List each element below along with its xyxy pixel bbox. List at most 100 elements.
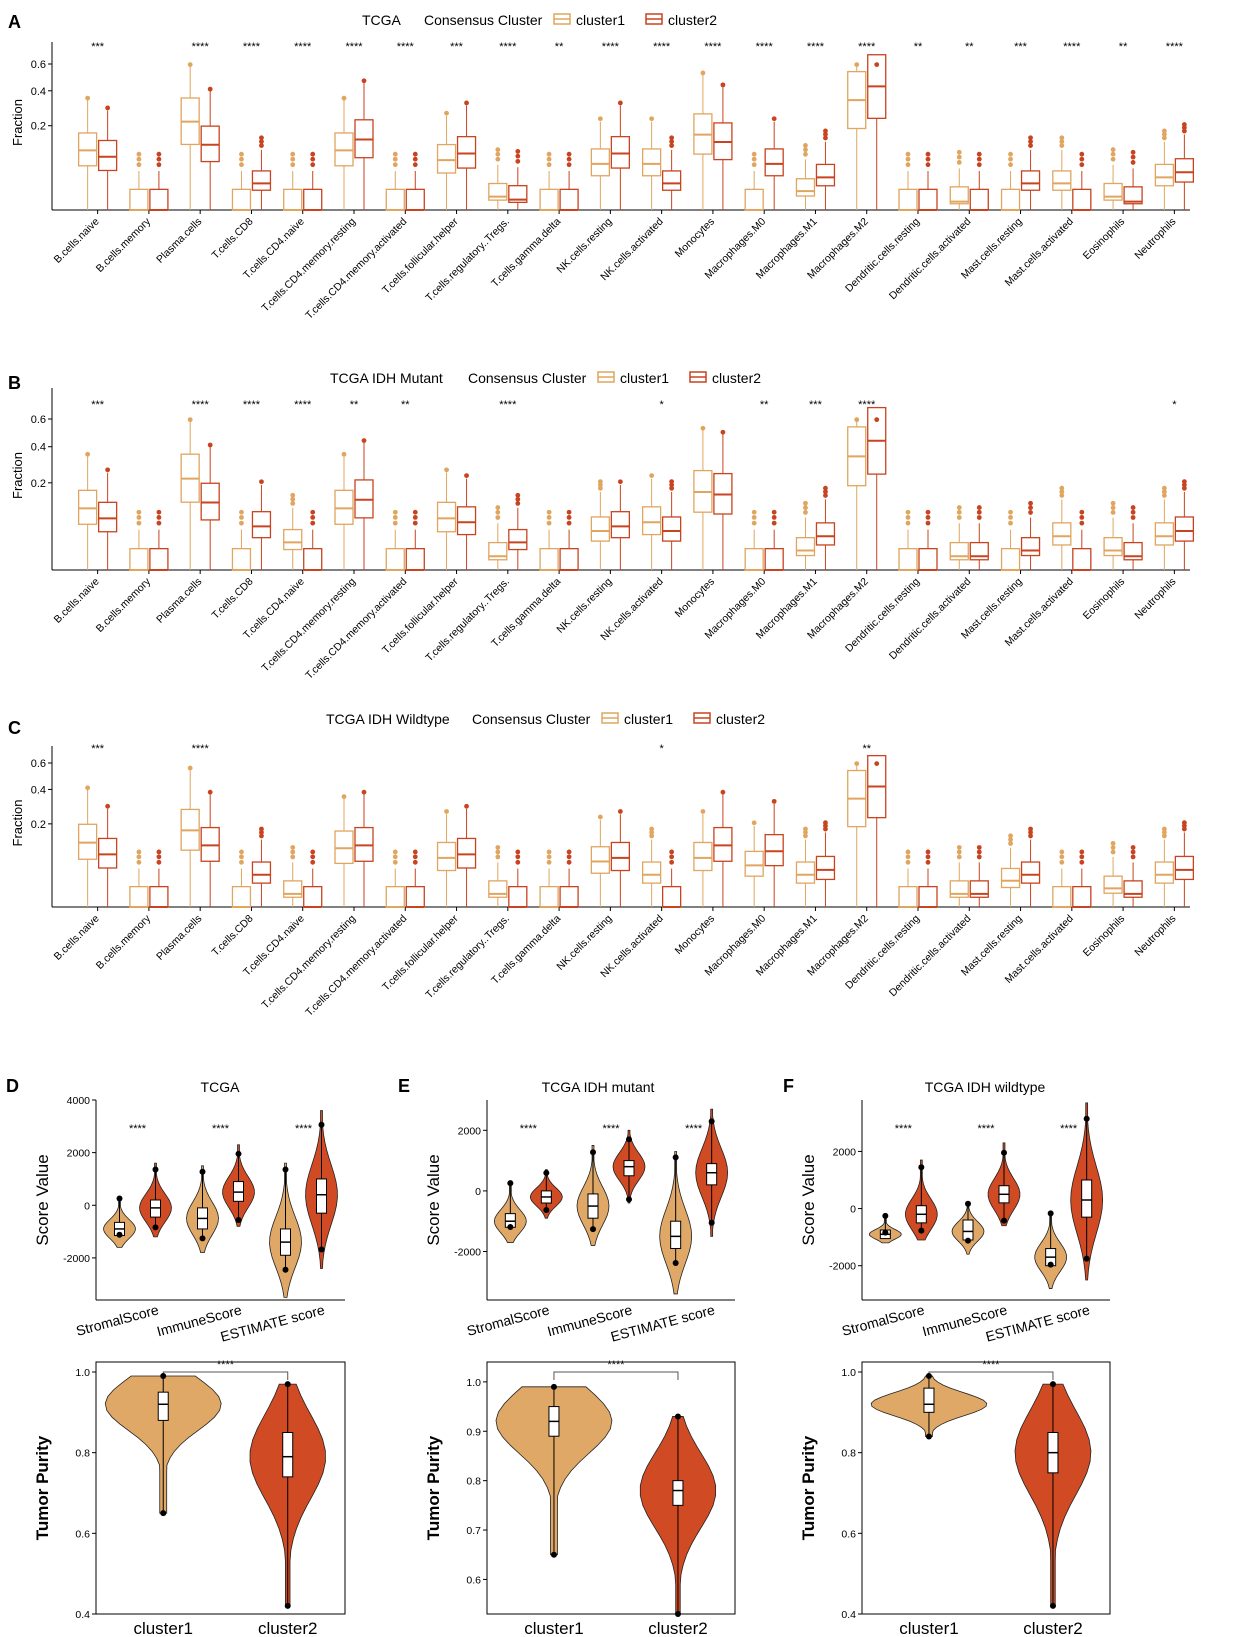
violin-inner-cluster2-box (706, 1163, 718, 1186)
box-outlier (976, 505, 982, 510)
box-outlier (546, 151, 552, 157)
box-panel-B: B TCGA IDH Mutant Consensus Cluster cluster… (8, 370, 1195, 682)
box-T.cells.CD4.memory.resting-cluster1 (334, 451, 354, 570)
x-tick-label: T.cells.CD8 (210, 576, 256, 622)
box-body (744, 850, 764, 877)
significance-label: *** (809, 399, 823, 411)
box-outlier (803, 500, 808, 506)
violin-inner-cluster1-outlier (282, 1266, 289, 1273)
box-outlier (905, 156, 911, 162)
box-Macrophages.M2-cluster2 (867, 406, 887, 570)
chart-title: TCGA (362, 12, 402, 28)
box-outlier (1028, 826, 1033, 832)
box-outlier (1079, 509, 1085, 515)
box-outlier (874, 417, 880, 423)
significance-bracket (928, 1371, 1054, 1380)
box-outlier (290, 845, 296, 850)
box-outlier (1130, 845, 1136, 850)
box-outlier (823, 820, 828, 826)
plot-frame (95, 1361, 346, 1615)
box-outlier (566, 509, 572, 515)
violin-inner-cluster1-outlier (160, 1373, 167, 1380)
y-tick-label: 1.0 (841, 1367, 856, 1379)
box-T.cells.CD8-cluster1 (231, 849, 252, 908)
violin-inner-cluster2-outlier (284, 1602, 291, 1609)
box-Neutrophils-cluster2 (1174, 479, 1195, 570)
box-outlier (976, 156, 982, 162)
legend-title: Consensus Cluster (472, 711, 591, 727)
box-body (641, 148, 662, 177)
box-outlier (136, 520, 142, 526)
box-Dendritic.cells.activated-cluster1 (949, 505, 969, 570)
box-Macrophages.M0-cluster1 (744, 820, 764, 907)
box-outlier (495, 156, 501, 162)
box-outlier (1110, 505, 1116, 511)
box-outlier (1008, 833, 1013, 839)
violin-inner-cluster2-outlier (284, 1381, 291, 1388)
box-body (795, 861, 816, 884)
box-body (149, 885, 169, 908)
box-outlier (617, 100, 623, 106)
significance-label: **** (520, 1123, 538, 1135)
box-outlier (925, 854, 931, 860)
box-T.cells.CD4.naive-cluster2 (303, 509, 323, 571)
x-tick-label: T.cells.CD8 (210, 216, 256, 262)
box-outlier (515, 859, 521, 865)
violin-panel-F: F TCGA IDH wildtype 2000 0 -2000 Score Value *… (783, 1076, 1111, 1637)
box-body (539, 188, 559, 211)
box-panel-C: C TCGA IDH Wildtype Consensus Cluster clust… (8, 711, 1195, 1019)
box-T.cells.CD8-cluster2 (251, 479, 272, 570)
box-NK.cells.activated-cluster2 (661, 479, 682, 570)
box-outlier (1008, 509, 1013, 515)
box-outlier (956, 845, 962, 850)
significance-label: **** (1063, 41, 1081, 53)
violin-inner-cluster2-outlier (918, 1164, 925, 1171)
box-outlier (1008, 515, 1013, 520)
box-outlier (803, 826, 808, 832)
significance-label: **** (602, 1123, 620, 1135)
box-Dendritic.cells.activated-cluster2 (969, 845, 989, 907)
box-outlier (803, 829, 808, 835)
box-body (1103, 537, 1123, 557)
significance-label: ** (862, 743, 871, 755)
box-Dendritic.cells.resting-cluster2 (918, 151, 938, 211)
box-body (898, 188, 918, 211)
box-T.cells.CD4.naive-cluster1 (283, 845, 303, 907)
violin-inner-cluster1-outlier (116, 1195, 123, 1202)
significance-label: **** (192, 399, 210, 411)
box-outlier (976, 515, 982, 520)
box-outlier (1059, 139, 1065, 144)
x-tick-label: B.cells.memory (94, 912, 154, 972)
box-outlier (976, 509, 982, 515)
box-body (436, 143, 457, 174)
significance-label: **** (243, 41, 261, 53)
box-Mast.cells.activated-cluster2 (1072, 849, 1092, 908)
box-outlier (1008, 837, 1013, 842)
box-Macrophages.M1-cluster1 (795, 500, 816, 570)
box-Neutrophils-cluster1 (1154, 128, 1175, 210)
box-Dendritic.cells.activated-cluster1 (949, 149, 969, 210)
y-axis-label: Score Value (33, 1154, 52, 1245)
box-body (334, 132, 354, 167)
box-body (610, 841, 631, 872)
box-T.cells.CD4.memory.resting-cluster2 (354, 789, 374, 907)
box-body (661, 516, 682, 542)
box-outlier (310, 151, 316, 157)
box-T.cells.regulatory..Tregs.-cluster1 (488, 845, 508, 907)
box-outlier (854, 417, 860, 423)
box-outlier (1181, 122, 1187, 127)
box-body (610, 511, 631, 539)
x-tick-label: Eosinophils (1081, 913, 1127, 959)
box-outlier (669, 143, 675, 149)
box-outlier (515, 492, 521, 498)
box-NK.cells.activated-cluster1 (641, 473, 662, 570)
box-body (918, 188, 938, 211)
box-outlier (412, 515, 418, 520)
significance-label: **** (499, 41, 517, 53)
box-outlier (464, 100, 469, 106)
box-body (436, 501, 457, 533)
box-B.cells.memory-cluster1 (129, 849, 149, 908)
box-outlier (1008, 156, 1013, 162)
box-Monocytes-cluster2 (713, 429, 733, 570)
box-outlier (976, 845, 982, 850)
